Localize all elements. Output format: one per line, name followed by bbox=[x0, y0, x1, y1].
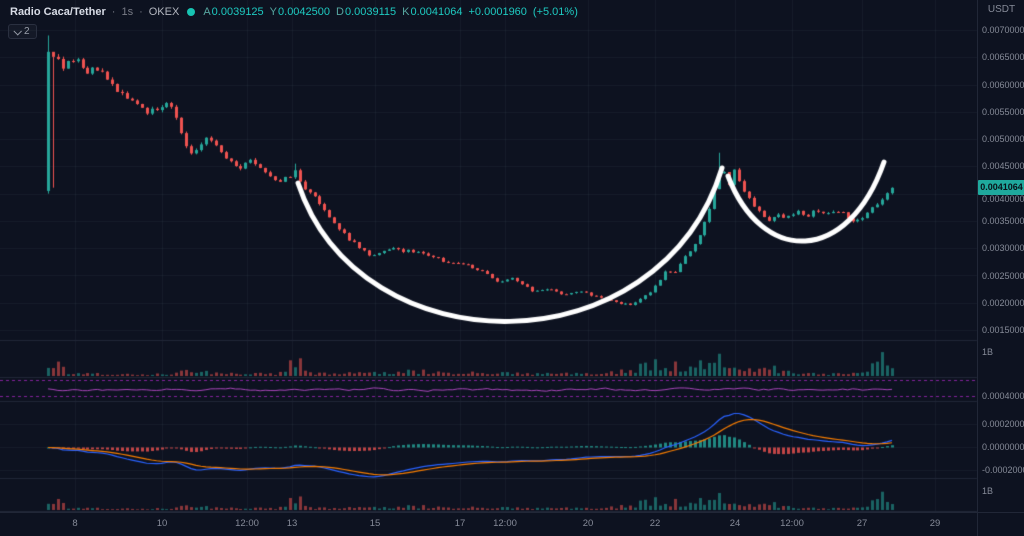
low-value: 0.0039115 bbox=[344, 6, 397, 18]
price-axis-label: 0.0060000 bbox=[982, 80, 1024, 90]
time-axis-label: 12:00 bbox=[235, 518, 259, 529]
price-axis-label: 1B bbox=[982, 347, 994, 357]
time-axis-label: 27 bbox=[856, 518, 868, 529]
price-axis-label: 0.0035000 bbox=[982, 216, 1024, 226]
price-axis-label: 0.0070000 bbox=[982, 25, 1024, 35]
exchange-label[interactable]: OKEX bbox=[148, 6, 180, 18]
price-axis-label: 0.0004000 bbox=[982, 391, 1024, 401]
high-label: Y bbox=[269, 6, 278, 18]
indicator-count: 2 bbox=[24, 26, 30, 37]
low-label: D bbox=[336, 6, 344, 18]
price-axis-label: 0.0000000 bbox=[982, 442, 1024, 452]
ohlc-close: K 0.0041064 bbox=[402, 5, 462, 19]
price-axis-label: 0.0020000 bbox=[982, 298, 1024, 308]
price-axis-label: 0.0040000 bbox=[982, 194, 1024, 204]
close-value: 0.0041064 bbox=[410, 6, 463, 18]
price-axis-label: 0.0045000 bbox=[982, 161, 1024, 171]
ohlc-open: A 0.0039125 bbox=[203, 5, 263, 19]
axis-currency-label[interactable]: USDT bbox=[987, 4, 1016, 15]
chart-legend: Radio Caca/Tether · 1s · OKEX A 0.0039125… bbox=[10, 5, 578, 19]
time-axis-label: 24 bbox=[729, 518, 741, 529]
change-percent: (+5.01%) bbox=[532, 6, 578, 18]
time-axis-label: 17 bbox=[454, 518, 466, 529]
time-axis-label: 13 bbox=[286, 518, 298, 529]
chevron-down-icon bbox=[13, 26, 22, 36]
time-axis-label: 12:00 bbox=[493, 518, 517, 529]
close-label: K bbox=[402, 6, 410, 18]
last-price-badge: 0.0041064 bbox=[978, 180, 1024, 195]
time-axis-label: 10 bbox=[156, 518, 168, 529]
price-axis-label: 0.0002000 bbox=[982, 419, 1024, 429]
price-axis-label: 0.0050000 bbox=[982, 134, 1024, 144]
exchange-logo-icon bbox=[187, 8, 196, 16]
separator-dot: · bbox=[111, 6, 116, 18]
price-axis-label: 0.0025000 bbox=[982, 271, 1024, 281]
price-axis-label: 0.0015000 bbox=[982, 325, 1024, 335]
symbol-name[interactable]: Radio Caca/Tether bbox=[10, 6, 106, 18]
ohlc-high: Y 0.0042500 bbox=[270, 5, 330, 19]
price-axis-label: 1B bbox=[982, 486, 994, 496]
time-axis-label: 20 bbox=[582, 518, 594, 529]
price-axis[interactable]: USDT 0.0070000 0.0065000 0.0060000 0.005500… bbox=[977, 0, 1024, 512]
time-axis-label: 15 bbox=[369, 518, 381, 529]
time-axis[interactable]: 8 10 12:00 13 15 17 12:00 20 22 24 12:00 27 29 bbox=[0, 512, 977, 536]
time-axis-label: 12:00 bbox=[780, 518, 804, 529]
time-axis-label: 29 bbox=[929, 518, 941, 529]
open-value: 0.0039125 bbox=[211, 6, 264, 18]
price-axis-label: -0.0002000 bbox=[982, 465, 1024, 475]
price-axis-label: 0.0030000 bbox=[982, 243, 1024, 253]
ohlc-low: D 0.0039115 bbox=[336, 5, 396, 19]
change-value: +0.0001960 bbox=[468, 6, 527, 18]
interval-label[interactable]: 1s bbox=[121, 6, 134, 18]
separator-dot: · bbox=[139, 6, 143, 18]
time-axis-label: 22 bbox=[649, 518, 661, 529]
price-axis-label: 0.0055000 bbox=[982, 107, 1024, 117]
axis-corner bbox=[977, 512, 1024, 536]
high-value: 0.0042500 bbox=[278, 6, 331, 18]
price-axis-label: 0.0065000 bbox=[982, 52, 1024, 62]
indicators-collapse-button[interactable]: 2 bbox=[8, 24, 37, 39]
time-axis-label: 8 bbox=[72, 518, 78, 529]
open-label: A bbox=[203, 6, 211, 18]
